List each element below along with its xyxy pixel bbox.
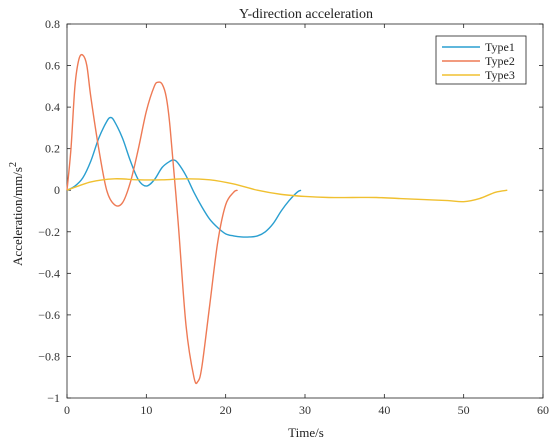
series-line-type2 [66,53,238,385]
chart-title: Y-direction acceleration [239,7,373,22]
y-tick-label: −0.8 [38,349,60,363]
y-tick-label: −0.4 [38,266,60,280]
series-line-type1 [66,116,302,238]
series-line-type3 [66,178,508,203]
legend-label-type3: Type3 [485,68,515,82]
x-axis-label: Time/s [288,425,324,440]
x-tick-label: 20 [220,403,232,417]
x-tick-label: 60 [537,403,549,417]
x-tick-label: 40 [378,403,390,417]
y-tick-label: 0.2 [45,142,60,156]
x-tick-label: 10 [140,403,152,417]
y-axis-label: Acceleration/mm/s2 [8,162,25,266]
x-tick-label: 50 [458,403,470,417]
y-axis-label-text: Acceleration/mm/s [10,167,25,266]
y-tick-label: 0.4 [45,100,60,114]
y-tick-label: 0.8 [45,17,60,31]
y-tick-label: −0.2 [38,225,60,239]
x-tick-label: 0 [64,403,70,417]
y-tick-label: 0 [54,183,60,197]
x-tick-label: 30 [299,403,311,417]
y-tick-label: 0.6 [45,59,60,73]
legend-box [435,35,527,85]
legend-label-type2: Type2 [485,54,515,68]
x-axis: 0 10 20 30 40 50 60 [64,24,549,417]
y-tick-label: −0.6 [38,308,60,322]
y-axis-label-superscript: 2 [8,162,19,167]
y-axis: 0.8 0.6 0.4 0.2 0 −0.2 −0.4 −0.6 −0.8 −1 [38,17,543,405]
legend-label-type1: Type1 [485,40,515,54]
y-tick-label: −1 [47,391,60,405]
series-lines [66,53,508,385]
